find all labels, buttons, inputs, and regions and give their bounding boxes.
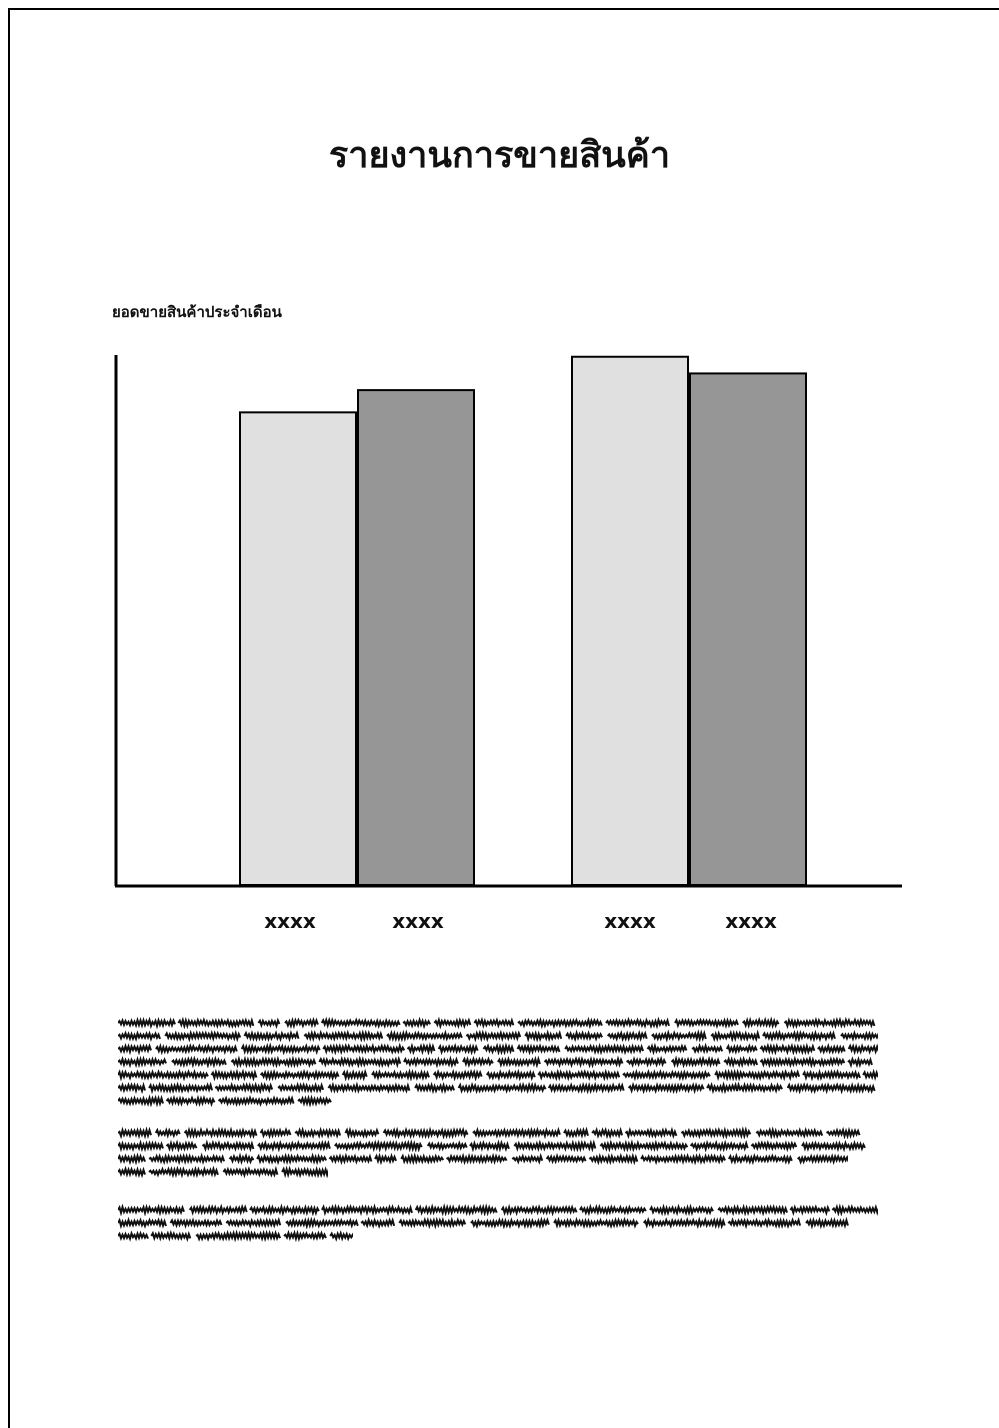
paragraph-1 bbox=[118, 1016, 878, 1107]
scribble-line bbox=[118, 1126, 861, 1139]
bar-chart: xxxx xxxx xxxx xxxx bbox=[114, 355, 902, 933]
bar-3 bbox=[571, 355, 689, 886]
scribble-line bbox=[118, 1081, 876, 1094]
x-tick-label-3: xxxx bbox=[604, 909, 656, 933]
paragraph-3 bbox=[118, 1203, 878, 1242]
bar-2 bbox=[357, 389, 475, 886]
scribble-line bbox=[118, 1216, 849, 1229]
scribble-line bbox=[118, 1094, 332, 1107]
scribble-line bbox=[118, 1016, 876, 1029]
scribble-line bbox=[118, 1029, 878, 1042]
scribble-line bbox=[118, 1203, 878, 1216]
scribble-line bbox=[118, 1165, 328, 1178]
x-tick-label-2: xxxx bbox=[392, 909, 444, 933]
page-frame bbox=[8, 8, 999, 1428]
axes-group bbox=[114, 355, 902, 888]
chart-title: ยอดขายสินค้าประจำเดือน bbox=[112, 303, 282, 321]
scribble-line bbox=[118, 1152, 848, 1165]
bar-4 bbox=[689, 372, 807, 886]
scribble-line bbox=[118, 1068, 878, 1081]
scribble-line bbox=[118, 1042, 878, 1055]
paragraph-2 bbox=[118, 1126, 878, 1178]
scribble-line bbox=[118, 1229, 353, 1242]
scribble-line bbox=[118, 1139, 866, 1152]
scribble-line bbox=[118, 1055, 873, 1068]
x-tick-label-4: xxxx bbox=[725, 909, 777, 933]
bars-group bbox=[239, 355, 807, 886]
bar-1 bbox=[239, 411, 357, 886]
x-tick-label-1: xxxx bbox=[264, 909, 316, 933]
report-title: รายงานการขายสินค้า bbox=[328, 134, 671, 176]
tick-labels-group: xxxx xxxx xxxx xxxx bbox=[264, 909, 777, 933]
